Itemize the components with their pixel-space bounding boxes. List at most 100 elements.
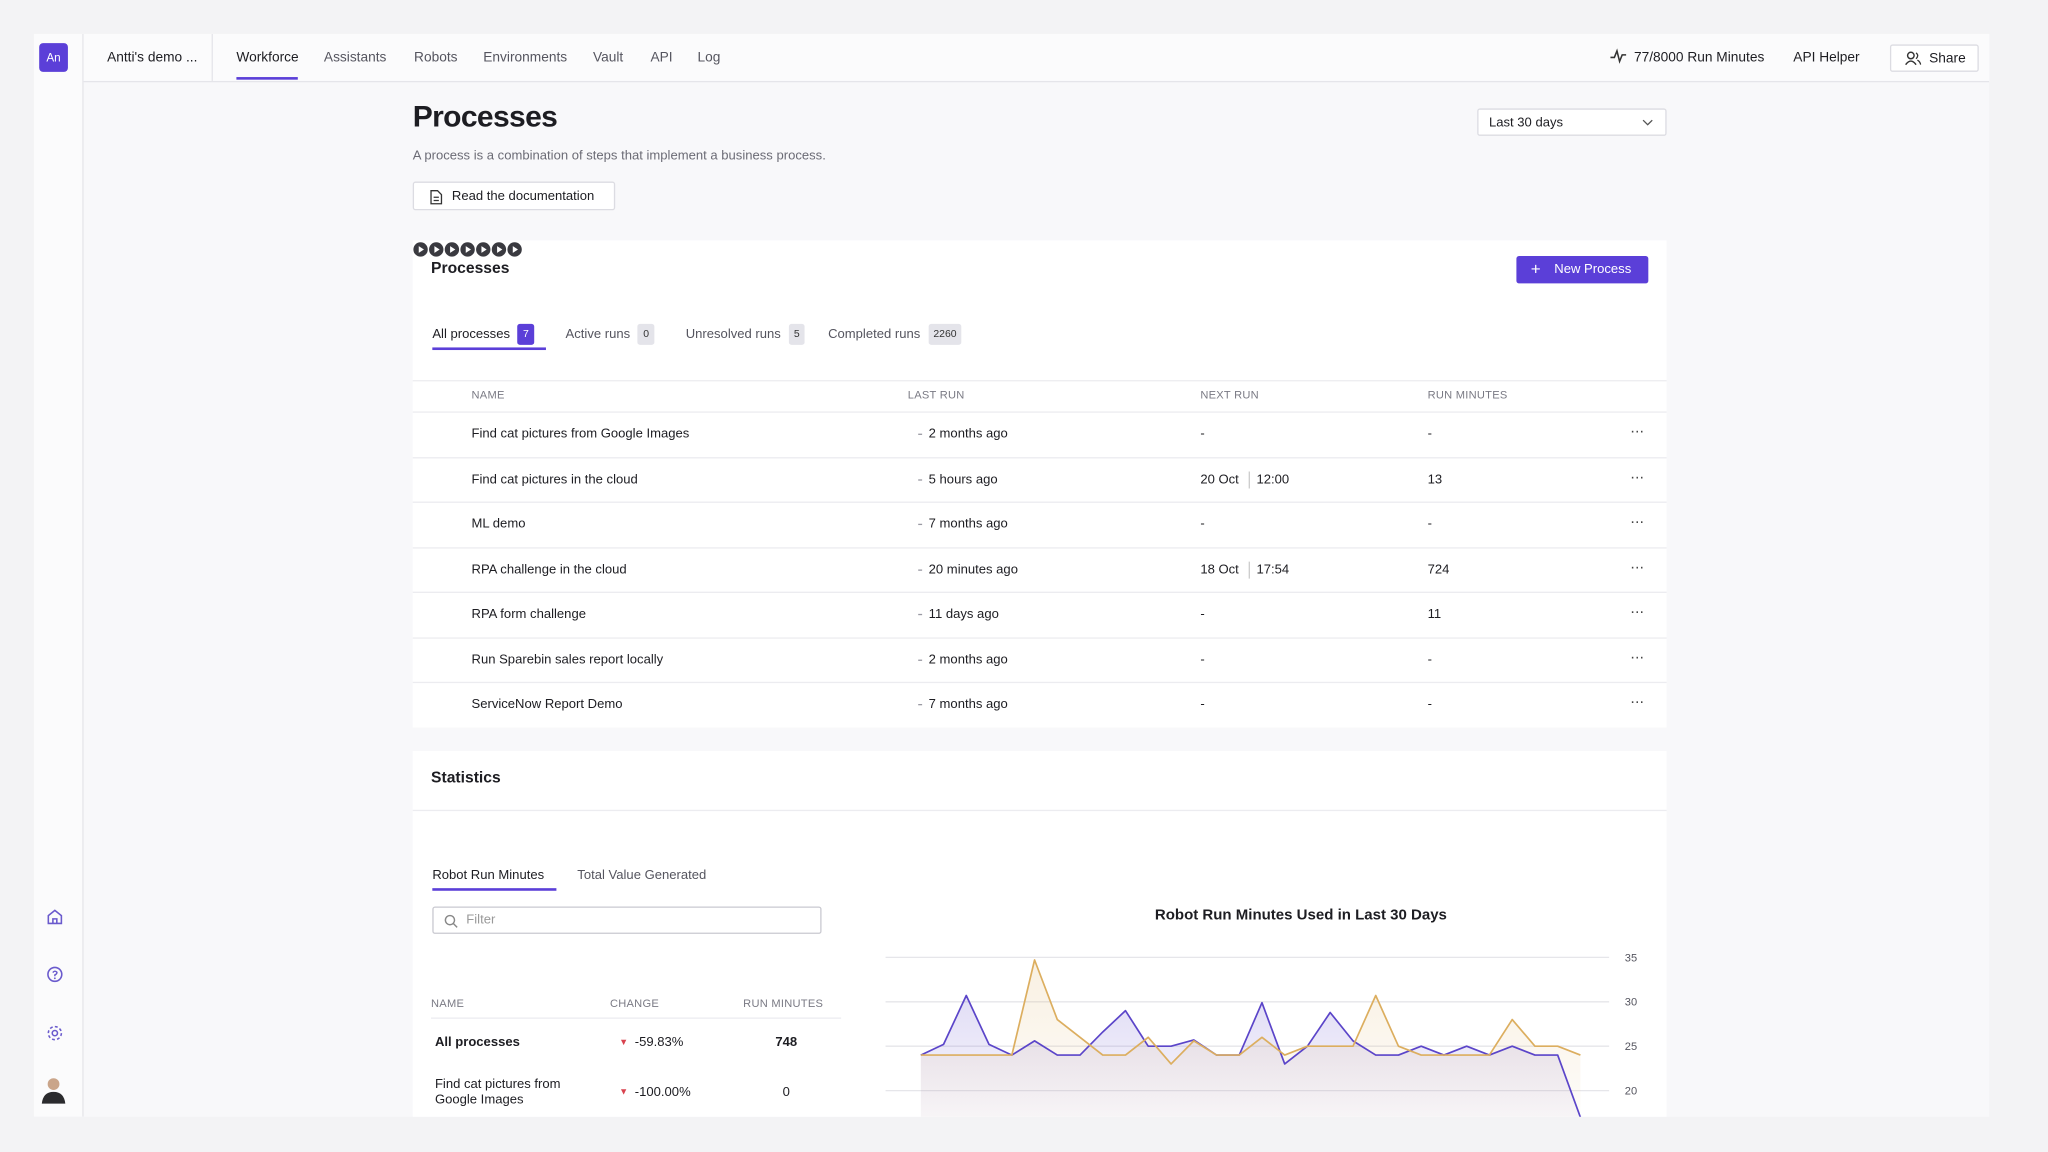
column-header: CHANGE	[609, 996, 660, 1010]
last-run: 7 months ago	[928, 697, 1008, 712]
next-run-date: -	[1200, 652, 1205, 667]
run-icon[interactable]	[413, 242, 429, 258]
next-run-date: -	[1200, 607, 1205, 622]
org-name[interactable]: Antti's demo ...	[107, 49, 198, 66]
process-table: NAME LAST RUN NEXT RUN RUN MINUTES Find cat …	[412, 240, 1667, 712]
y-tick-label: 20	[1625, 1086, 1637, 1098]
run-minutes: -	[1427, 652, 1432, 667]
run-icon[interactable]	[507, 242, 523, 258]
run-minutes: -	[1427, 697, 1432, 712]
status-dot	[918, 658, 923, 661]
process-name[interactable]: ML demo	[471, 517, 526, 532]
statistics-tab[interactable]: Robot Run Minutes	[432, 868, 545, 883]
nav-tab[interactable]: API	[650, 49, 673, 66]
statistics-tab[interactable]: Total Value Generated	[577, 868, 707, 883]
status-dot	[918, 568, 923, 571]
workspace-badge[interactable]: An	[39, 43, 68, 72]
column-header: LAST RUN	[907, 387, 965, 401]
help-icon[interactable]	[46, 965, 64, 983]
next-run-date: -	[1200, 517, 1205, 532]
run-minutes-chart: Robot Run Minutes Used in Last 30 Days 2…	[885, 907, 1637, 1117]
nav-tab[interactable]: Environments	[483, 49, 568, 66]
last-run: 20 minutes ago	[928, 562, 1018, 577]
row-divider	[412, 411, 1667, 413]
line	[920, 994, 1582, 1117]
settings-icon[interactable]	[46, 1024, 64, 1042]
nav-tab[interactable]: Vault	[592, 49, 624, 66]
icon-play	[512, 246, 519, 253]
status-dot	[918, 613, 923, 616]
process-name[interactable]: Find cat pictures in the cloud	[471, 472, 638, 487]
row-menu[interactable]: ···	[1630, 602, 1644, 621]
stat-run-minutes: 748	[775, 1035, 798, 1051]
tab-label: Completed runs	[828, 327, 921, 342]
icon-play	[481, 246, 487, 253]
row-divider	[412, 546, 1667, 548]
card-rule	[412, 809, 1667, 812]
icon-play	[418, 246, 424, 253]
row-menu[interactable]: ···	[1630, 647, 1644, 666]
nav-tab[interactable]: Assistants	[323, 49, 387, 66]
y-tick-label: 25	[1625, 1041, 1637, 1053]
filter-input[interactable]: Filter	[432, 906, 822, 934]
plus-icon: +	[1530, 258, 1541, 279]
stat-name[interactable]: All processes	[434, 1035, 520, 1051]
row-divider	[412, 456, 1667, 458]
row-menu[interactable]: ···	[1630, 466, 1644, 486]
docs-button[interactable]: Read the documentation	[412, 181, 616, 211]
run-minutes: 13	[1427, 472, 1443, 487]
process-name[interactable]: Run Sparebin sales report locally	[471, 652, 664, 667]
process-name[interactable]: RPA form challenge	[471, 607, 586, 622]
process-tab[interactable]: Unresolved runs 5	[686, 323, 805, 345]
api-helper[interactable]: API Helper	[1793, 49, 1860, 66]
process-tab[interactable]: Active runs 0	[566, 323, 655, 345]
run-minutes: -	[1427, 517, 1432, 532]
tab-count: 5	[788, 323, 805, 345]
doc-icon	[430, 190, 443, 205]
last-run: 2 months ago	[928, 427, 1008, 442]
stat-name[interactable]: Find cat pictures from Google Images	[434, 1077, 561, 1107]
range-select[interactable]: Last 30 days	[1477, 108, 1667, 136]
nav-tab[interactable]: Log	[697, 49, 721, 66]
process-tab[interactable]: Completed runs 2260	[828, 323, 962, 345]
new-process-button[interactable]: + New Process	[1516, 255, 1649, 284]
statistics-card: Statistics Robot Run Minutes Total Value …	[412, 751, 1667, 1117]
nav-tab-underline	[236, 77, 298, 80]
status-dot	[918, 433, 923, 435]
run-icon[interactable]	[460, 242, 476, 258]
row-divider	[412, 501, 1667, 503]
row-menu[interactable]: ···	[1630, 692, 1644, 711]
run-minutes[interactable]: 77/8000 Run Minutes	[1633, 49, 1765, 66]
row-divider	[412, 636, 1667, 639]
column-header: NEXT RUN	[1200, 387, 1259, 401]
process-name[interactable]: Find cat pictures from Google Images	[471, 427, 690, 442]
user-avatar[interactable]	[39, 1075, 68, 1106]
run-icon[interactable]	[428, 242, 444, 258]
row-menu[interactable]: ···	[1630, 511, 1644, 531]
row-menu[interactable]: ···	[1630, 557, 1644, 576]
time-divider	[1248, 470, 1250, 488]
share-button[interactable]: Share	[1889, 44, 1979, 72]
share-label: Share	[1929, 50, 1966, 67]
run-icon[interactable]	[491, 242, 507, 258]
process-tab[interactable]: All processes 7	[432, 323, 535, 345]
run-icon[interactable]	[475, 242, 491, 258]
run-icon[interactable]	[444, 242, 460, 258]
chevron-icon	[1642, 119, 1653, 126]
process-name[interactable]: ServiceNow Report Demo	[471, 697, 623, 712]
process-name[interactable]: RPA challenge in the cloud	[471, 562, 627, 577]
row-menu[interactable]: ···	[1630, 421, 1644, 441]
activity-icon	[1610, 48, 1627, 64]
docs-label: Read the documentation	[451, 189, 595, 204]
nav-tab[interactable]: Workforce	[236, 49, 299, 66]
app-frame: An Antti's demo ... Workforce Assistants R…	[33, 33, 1990, 1117]
nav-divider	[211, 33, 213, 81]
time-divider	[1248, 560, 1250, 578]
change: -59.83%	[634, 1035, 684, 1051]
next-run-date: -	[1200, 697, 1205, 712]
home-icon[interactable]	[46, 908, 64, 926]
nav-tab[interactable]: Robots	[414, 49, 458, 66]
share-icon	[1905, 51, 1922, 66]
status-dot	[918, 523, 923, 526]
